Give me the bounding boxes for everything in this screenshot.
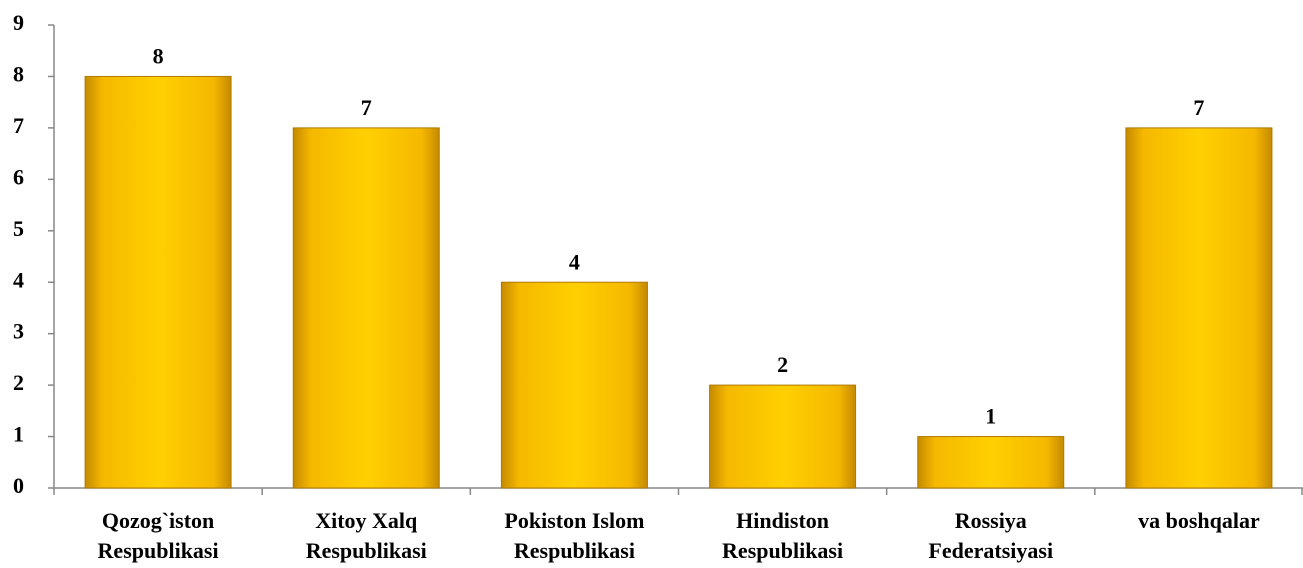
value-label: 8 xyxy=(153,43,164,68)
x-tick-label: Qozog`iston xyxy=(102,508,214,533)
bar xyxy=(292,127,440,489)
y-tick-label: 1 xyxy=(13,422,24,447)
value-label: 2 xyxy=(777,352,788,377)
x-tick-label: Hindiston xyxy=(736,508,829,533)
value-label: 1 xyxy=(985,404,996,429)
x-tick-label: Rossiya xyxy=(955,508,1027,533)
value-label: 7 xyxy=(1193,95,1204,120)
x-tick-label: Pokiston Islom xyxy=(504,508,644,533)
y-tick-label: 0 xyxy=(13,473,24,498)
x-tick-label: Federatsiyasi xyxy=(928,538,1053,563)
bar xyxy=(1125,127,1273,489)
y-tick-label: 5 xyxy=(13,216,24,241)
x-tick-label: Respublikasi xyxy=(306,538,427,563)
bar xyxy=(917,436,1065,489)
y-tick-label: 4 xyxy=(13,267,24,292)
y-tick-label: 2 xyxy=(13,370,24,395)
bar xyxy=(84,75,232,489)
x-tick-label: va boshqalar xyxy=(1138,508,1260,533)
y-tick-label: 8 xyxy=(13,61,24,86)
bar xyxy=(500,281,648,489)
value-label: 4 xyxy=(569,249,580,274)
x-tick-label: Respublikasi xyxy=(722,538,843,563)
y-tick-label: 3 xyxy=(13,319,24,344)
y-tick-label: 6 xyxy=(13,164,24,189)
x-tick-label: Respublikasi xyxy=(514,538,635,563)
value-label: 7 xyxy=(361,95,372,120)
y-tick-label: 9 xyxy=(13,10,24,35)
bar xyxy=(709,384,857,489)
y-tick-label: 7 xyxy=(13,113,24,138)
x-tick-label: Xitoy Xalq xyxy=(315,508,418,533)
x-tick-label: Respublikasi xyxy=(98,538,219,563)
